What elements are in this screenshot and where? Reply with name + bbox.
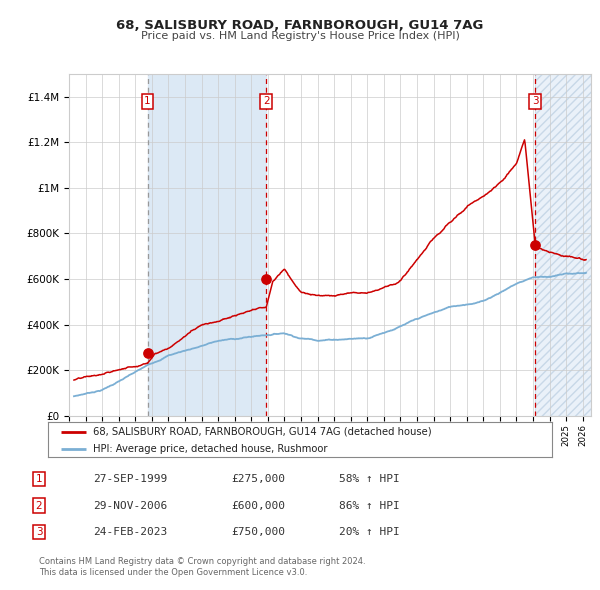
Text: 1: 1 — [144, 96, 151, 106]
Bar — [535, 74, 600, 416]
Text: 2: 2 — [263, 96, 269, 106]
Text: £750,000: £750,000 — [231, 527, 285, 537]
Text: 3: 3 — [532, 96, 539, 106]
Text: This data is licensed under the Open Government Licence v3.0.: This data is licensed under the Open Gov… — [39, 568, 307, 577]
Text: £600,000: £600,000 — [231, 501, 285, 510]
Text: 86% ↑ HPI: 86% ↑ HPI — [339, 501, 400, 510]
Point — [262, 274, 271, 284]
Text: 3: 3 — [35, 527, 43, 537]
Point — [530, 240, 540, 250]
Text: 29-NOV-2006: 29-NOV-2006 — [93, 501, 167, 510]
Text: 27-SEP-1999: 27-SEP-1999 — [93, 474, 167, 484]
Text: 2: 2 — [35, 501, 43, 510]
Text: 24-FEB-2023: 24-FEB-2023 — [93, 527, 167, 537]
Text: 58% ↑ HPI: 58% ↑ HPI — [339, 474, 400, 484]
Text: 68, SALISBURY ROAD, FARNBOROUGH, GU14 7AG (detached house): 68, SALISBURY ROAD, FARNBOROUGH, GU14 7A… — [94, 427, 432, 437]
Text: Contains HM Land Registry data © Crown copyright and database right 2024.: Contains HM Land Registry data © Crown c… — [39, 558, 365, 566]
Text: 1: 1 — [35, 474, 43, 484]
Bar — [148, 74, 266, 416]
Text: 20% ↑ HPI: 20% ↑ HPI — [339, 527, 400, 537]
Text: £275,000: £275,000 — [231, 474, 285, 484]
Text: HPI: Average price, detached house, Rushmoor: HPI: Average price, detached house, Rush… — [94, 444, 328, 454]
Point — [143, 349, 152, 358]
Text: 68, SALISBURY ROAD, FARNBOROUGH, GU14 7AG: 68, SALISBURY ROAD, FARNBOROUGH, GU14 7A… — [116, 19, 484, 32]
Text: Price paid vs. HM Land Registry's House Price Index (HPI): Price paid vs. HM Land Registry's House … — [140, 31, 460, 41]
Bar — [535, 74, 600, 416]
